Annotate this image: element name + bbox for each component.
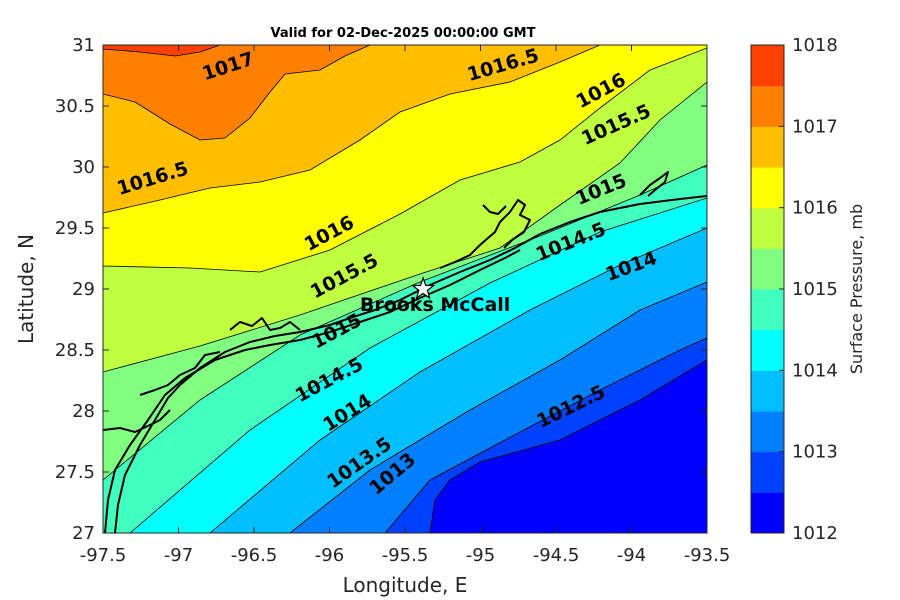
x-tick-label: -96 — [315, 545, 344, 566]
contour-line — [103, 45, 601, 214]
colorbar-swatch — [751, 248, 784, 290]
colorbar-title: Surface Pressure, mb — [847, 204, 866, 374]
station-marker-group: Brooks McCall — [360, 276, 510, 316]
colorbar-tick-label: 1012 — [792, 523, 838, 544]
y-tick-label: 27 — [72, 523, 95, 544]
x-axis-label: Longitude, E — [343, 573, 468, 597]
colorbar-tick-label: 1016 — [792, 198, 838, 219]
contour-line — [429, 359, 707, 533]
colorbar-swatch — [751, 45, 784, 87]
x-axis-ticks: -97.5 -97 -96.5 -96 -95.5 -95 -94.5 -94 -93.5 — [80, 45, 731, 566]
y-axis-ticks: 27 27.5 28 28.5 29 29.5 30 30.5 31 — [55, 35, 707, 544]
colorbar-tick-label: 1014 — [792, 360, 838, 381]
y-axis-label: Latitude, N — [14, 234, 38, 344]
colorbar-tick-label: 1018 — [792, 35, 838, 56]
colorbar-swatch — [751, 329, 784, 371]
x-tick-label: -93.5 — [684, 545, 731, 566]
contour-lines — [103, 45, 707, 533]
colorbar-swatch — [751, 370, 784, 412]
x-tick-label: -95 — [466, 545, 495, 566]
contour-line — [129, 197, 707, 533]
plot-area — [103, 45, 707, 533]
colorbar-swatch — [751, 126, 784, 168]
colorbar-frame — [750, 44, 785, 534]
y-tick-label: 27.5 — [55, 462, 95, 483]
contour-line — [384, 337, 707, 533]
y-tick-label: 28.5 — [55, 340, 95, 361]
coastline — [103, 171, 707, 533]
barrier-islands — [104, 249, 521, 533]
y-tick-label: 31 — [72, 35, 95, 56]
y-tick-label: 30.5 — [55, 96, 95, 117]
x-tick-label: -95.5 — [382, 545, 429, 566]
colorbar-swatch — [751, 85, 784, 127]
contour-line — [103, 47, 707, 273]
chart-title: Valid for 02-Dec-2025 00:00:00 GMT — [271, 26, 536, 41]
colorbar-tick-label: 1017 — [792, 116, 838, 137]
colorbar: 1012 1013 1014 1015 1016 1017 1018 — [751, 35, 838, 544]
y-tick-label: 29.5 — [55, 218, 95, 239]
colorbar-swatch — [751, 167, 784, 209]
contour-line — [103, 45, 371, 141]
y-tick-label: 30 — [72, 157, 95, 178]
y-tick-label: 28 — [72, 401, 95, 422]
x-tick-label: -94 — [617, 545, 646, 566]
colorbar-swatch — [751, 492, 784, 534]
band-1017 — [103, 45, 707, 140]
x-tick-label: -96.5 — [231, 545, 278, 566]
mainland-coast — [114, 195, 707, 533]
contour-line — [289, 281, 707, 533]
contour-line — [209, 227, 707, 533]
colorbar-swatch — [751, 207, 784, 249]
inland-bays — [103, 171, 669, 433]
station-star-icon — [411, 276, 436, 300]
colorbar-tick-label: 1013 — [792, 442, 838, 463]
x-tick-label: -97 — [164, 545, 193, 566]
x-tick-label: -94.5 — [533, 545, 580, 566]
contour-line — [103, 45, 221, 57]
colorbar-swatch — [751, 451, 784, 493]
colorbar-swatch — [751, 289, 784, 331]
colorbar-swatch — [751, 411, 784, 453]
colorbar-tick-label: 1015 — [792, 279, 838, 300]
y-tick-label: 29 — [72, 279, 95, 300]
station-label: Brooks McCall — [360, 294, 510, 316]
contour-line — [103, 81, 707, 373]
x-tick-label: -97.5 — [80, 545, 127, 566]
